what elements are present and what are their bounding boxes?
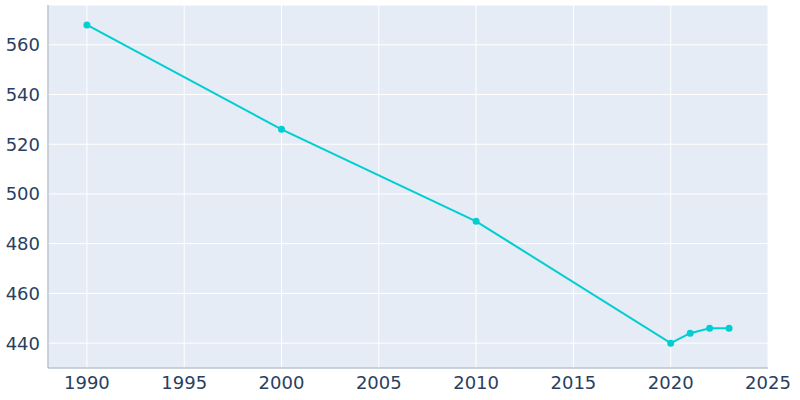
svg-text:1990: 1990: [64, 372, 110, 393]
svg-text:1995: 1995: [161, 372, 207, 393]
svg-text:440: 440: [8, 333, 40, 354]
svg-text:2015: 2015: [550, 372, 596, 393]
svg-text:460: 460: [8, 283, 40, 304]
svg-text:2020: 2020: [648, 372, 694, 393]
svg-text:520: 520: [8, 134, 40, 155]
svg-text:2025: 2025: [745, 372, 791, 393]
svg-text:2010: 2010: [453, 372, 499, 393]
svg-text:2000: 2000: [259, 372, 305, 393]
svg-text:540: 540: [8, 84, 40, 105]
svg-text:560: 560: [8, 34, 40, 55]
svg-text:2005: 2005: [356, 372, 402, 393]
svg-text:480: 480: [8, 233, 40, 254]
svg-text:500: 500: [8, 183, 40, 204]
